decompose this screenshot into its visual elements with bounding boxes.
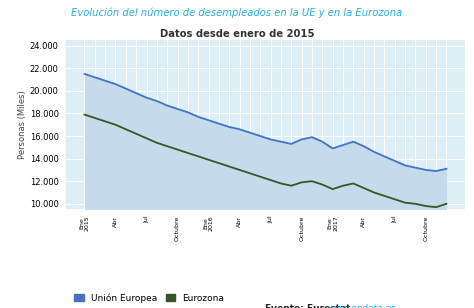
Text: Fuente: Eurostat,: Fuente: Eurostat, [265,304,357,308]
Y-axis label: Personas (Miles): Personas (Miles) [18,90,27,159]
Text: Datos desde enero de 2015: Datos desde enero de 2015 [160,29,314,39]
Text: www.epdata.es: www.epdata.es [327,304,396,308]
Legend: Unión Europea, Eurozona: Unión Europea, Eurozona [71,290,228,306]
Text: Evolución del número de desempleados en la UE y en la Eurozona: Evolución del número de desempleados en … [72,8,402,18]
